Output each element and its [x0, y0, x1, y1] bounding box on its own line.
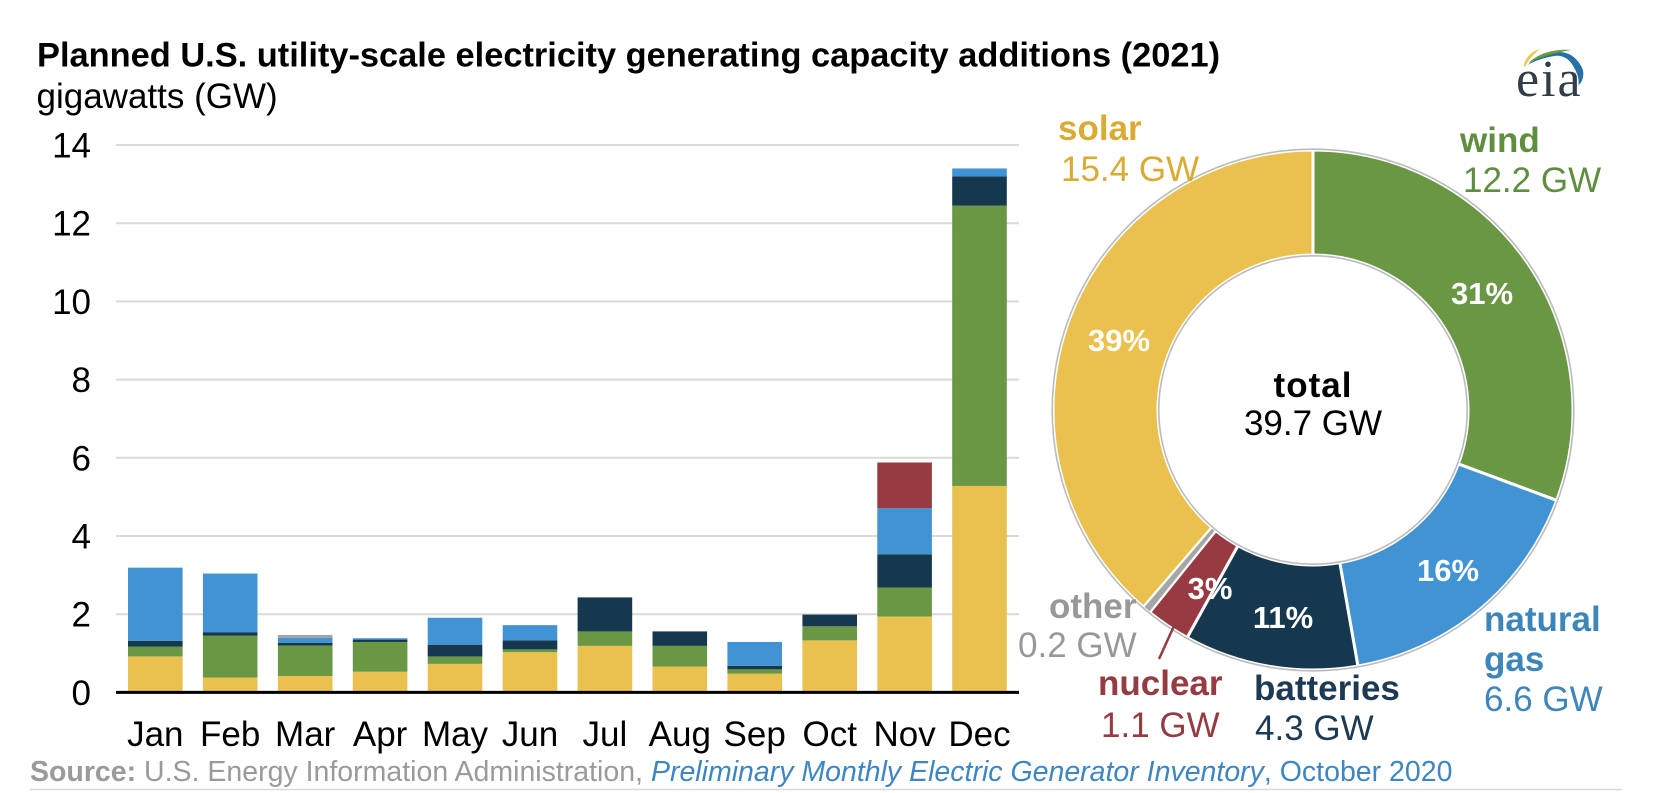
- svg-text:Planned U.S. utility-scale ele: Planned U.S. utility-scale electricity g…: [37, 37, 1220, 75]
- svg-text:Jun: Jun: [502, 715, 558, 754]
- svg-text:16%: 16%: [1417, 553, 1479, 588]
- svg-text:Aug: Aug: [649, 715, 711, 754]
- svg-text:Apr: Apr: [353, 715, 408, 754]
- svg-text:nuclear: nuclear: [1098, 664, 1223, 703]
- svg-text:10: 10: [52, 283, 91, 322]
- svg-text:12.2 GW: 12.2 GW: [1463, 161, 1601, 200]
- svg-text:Dec: Dec: [948, 715, 1010, 754]
- svg-text:Jan: Jan: [127, 715, 183, 754]
- svg-text:gigawatts (GW): gigawatts (GW): [37, 77, 278, 116]
- svg-text:0: 0: [72, 674, 91, 713]
- svg-text:0.2 GW: 0.2 GW: [1018, 626, 1137, 665]
- svg-text:natural: natural: [1484, 600, 1601, 639]
- svg-text:wind: wind: [1459, 121, 1540, 160]
- svg-text:batteries: batteries: [1254, 669, 1400, 708]
- svg-text:total: total: [1274, 366, 1353, 405]
- svg-text:gas: gas: [1484, 640, 1544, 679]
- svg-text:other: other: [1049, 587, 1137, 626]
- svg-text:31%: 31%: [1451, 276, 1513, 311]
- svg-text:solar: solar: [1058, 109, 1142, 148]
- svg-text:Source: U.S. Energy Informatio: Source: U.S. Energy Information Administ…: [30, 756, 1452, 788]
- svg-text:39.7 GW: 39.7 GW: [1244, 404, 1382, 443]
- svg-text:Oct: Oct: [802, 715, 857, 754]
- svg-text:8: 8: [72, 361, 91, 400]
- svg-text:6: 6: [72, 439, 91, 478]
- svg-text:14: 14: [52, 127, 91, 166]
- svg-text:39%: 39%: [1088, 323, 1150, 358]
- svg-text:11%: 11%: [1253, 600, 1313, 635]
- svg-text:1.1 GW: 1.1 GW: [1101, 706, 1220, 745]
- svg-text:4.3 GW: 4.3 GW: [1255, 709, 1374, 748]
- svg-text:12: 12: [52, 205, 91, 244]
- svg-text:Mar: Mar: [275, 715, 336, 754]
- svg-text:15.4 GW: 15.4 GW: [1061, 150, 1199, 189]
- svg-text:4: 4: [72, 518, 91, 557]
- svg-text:Nov: Nov: [873, 715, 936, 754]
- svg-text:2: 2: [72, 596, 91, 635]
- svg-text:3%: 3%: [1188, 571, 1233, 606]
- svg-text:Sep: Sep: [724, 715, 786, 754]
- svg-text:Jul: Jul: [583, 715, 628, 754]
- svg-text:eia: eia: [1516, 51, 1583, 108]
- svg-text:Feb: Feb: [200, 715, 260, 754]
- svg-text:May: May: [422, 715, 489, 754]
- svg-text:6.6 GW: 6.6 GW: [1484, 680, 1603, 719]
